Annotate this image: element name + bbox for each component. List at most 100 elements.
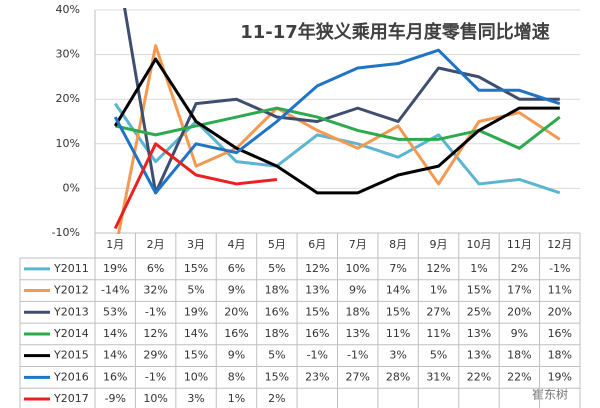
data-label: 5% [268,349,285,362]
data-label: -1% [145,305,166,318]
data-label: 15% [265,370,289,383]
y-tick-label: -10% [52,226,80,239]
data-label: 14% [386,284,410,297]
x-tick-label: 11月 [507,238,532,251]
data-label: 19% [184,305,208,318]
y-tick-label: 0% [63,181,80,194]
data-label: 12% [305,262,329,275]
data-label: 7% [389,262,406,275]
y-tick-label: 30% [56,48,80,61]
data-label: 53% [103,305,127,318]
data-label: 1% [430,284,447,297]
x-tick-label: 5月 [268,238,286,251]
legend-label: Y2015 [53,349,89,362]
data-label: 9% [511,327,528,340]
series-line [113,48,561,195]
y-tick-label: 20% [56,92,80,105]
data-label: 16% [103,370,127,383]
x-tick-label: 4月 [227,238,245,251]
series-line [113,142,278,230]
data-label: -1% [549,262,570,275]
x-tick-label: 7月 [349,238,367,251]
data-label: 13% [467,327,491,340]
data-label: 11% [386,327,410,340]
legend-label: Y2014 [53,327,89,340]
data-label: -14% [101,284,129,297]
data-label: 10% [184,370,208,383]
data-label: 9% [228,349,245,362]
data-label: 19% [548,370,572,383]
data-label: 27% [426,305,450,318]
data-label: 27% [345,370,369,383]
data-label: 6% [147,262,164,275]
x-tick-label: 3月 [187,238,205,251]
data-label: 16% [305,327,329,340]
x-tick-label: 12月 [547,238,572,251]
data-label: 13% [467,349,491,362]
series-line [123,8,560,195]
data-label: 20% [224,305,248,318]
data-label: 28% [386,370,410,383]
data-label: 8% [228,370,245,383]
data-label: 19% [103,262,127,275]
data-label: 18% [265,327,289,340]
data-label: 13% [345,327,369,340]
data-label: 1% [228,392,245,405]
legend-label: Y2011 [53,262,89,275]
data-label: 14% [103,327,127,340]
data-label: -1% [347,349,368,362]
data-label: 5% [187,284,204,297]
x-tick-label: 10月 [466,238,491,251]
data-label: 32% [143,284,167,297]
data-label: 11% [426,327,450,340]
data-label: 10% [345,262,369,275]
data-label: -9% [104,392,125,405]
series-line [114,106,561,150]
data-label: 18% [265,284,289,297]
series-line [116,44,561,234]
data-label: 18% [548,349,572,362]
data-label: 1% [470,262,487,275]
legend-label: Y2017 [53,392,89,405]
x-tick-label: 1月 [106,238,124,251]
legend-label: Y2013 [53,305,89,318]
data-label: 15% [184,349,208,362]
x-tick-label: 8月 [389,238,407,251]
plot-lines [113,8,561,234]
data-label: 16% [224,327,248,340]
data-label: 22% [507,370,531,383]
data-label: 23% [305,370,329,383]
data-label: 14% [184,327,208,340]
data-label: 3% [389,349,406,362]
data-label: 12% [426,262,450,275]
data-label: 2% [511,262,528,275]
data-label: 3% [187,392,204,405]
data-label: 20% [507,305,531,318]
y-tick-label: 40% [56,3,80,16]
data-label: 17% [507,284,531,297]
y-tick-label: 10% [56,137,80,150]
data-label: 20% [548,305,572,318]
data-label: 15% [386,305,410,318]
x-tick-label: 2月 [147,238,165,251]
x-tick-label: 6月 [308,238,326,251]
data-label: 9% [349,284,366,297]
data-label: 15% [467,284,491,297]
data-label: 16% [265,305,289,318]
data-label: 6% [228,262,245,275]
legend-label: Y2012 [53,284,89,297]
data-label: 15% [184,262,208,275]
data-label: 5% [268,262,285,275]
chart-title: 11-17年狭义乘用车月度零售同比增速 [240,21,550,43]
data-label: 5% [430,349,447,362]
x-tick-label: 9月 [430,238,448,251]
data-label: 12% [143,327,167,340]
data-label: 14% [103,349,127,362]
data-label: -1% [307,349,328,362]
data-label: 2% [268,392,285,405]
data-label: -1% [145,370,166,383]
series-line [113,57,560,195]
data-label: 13% [305,284,329,297]
data-label: 16% [548,327,572,340]
